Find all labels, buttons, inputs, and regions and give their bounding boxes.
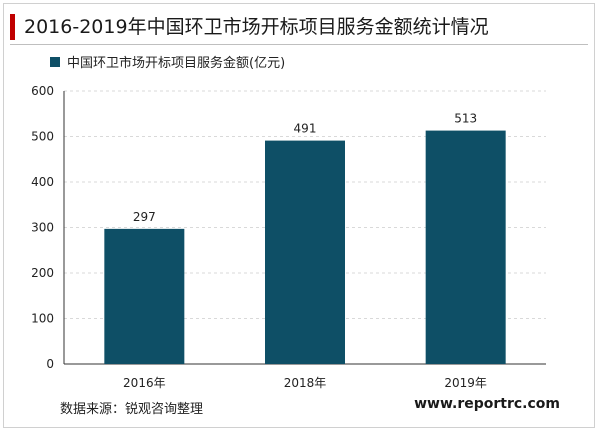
y-tick-label: 100: [31, 312, 54, 326]
data-label: 513: [454, 112, 477, 126]
legend-label: 中国环卫市场开标项目服务金额(亿元): [67, 56, 286, 71]
x-tick-label: 2018年: [284, 376, 327, 390]
y-tick-label: 600: [31, 84, 54, 98]
y-tick-label: 300: [31, 221, 54, 235]
x-tick-label: 2019年: [444, 376, 487, 390]
data-label: 491: [294, 122, 317, 136]
y-tick-label: 0: [46, 357, 54, 371]
y-tick-label: 400: [31, 175, 54, 189]
legend-swatch: [50, 56, 60, 67]
title-accent-bar: [10, 14, 15, 40]
chart-legend: 中国环卫市场开标项目服务金额(亿元): [50, 52, 285, 71]
bar: [425, 130, 506, 364]
bar: [265, 140, 345, 364]
title-divider: [10, 44, 588, 45]
bar: [104, 228, 185, 364]
page-title: 2016-2019年中国环卫市场开标项目服务金额统计情况: [24, 16, 489, 38]
y-tick-label: 500: [31, 130, 54, 144]
data-label: 297: [133, 210, 156, 224]
website-watermark: www.reportrc.com: [414, 396, 560, 412]
x-tick-label: 2016年: [123, 376, 166, 390]
y-tick-label: 200: [31, 266, 54, 280]
data-source-note: 数据来源：锐观咨询整理: [60, 402, 204, 417]
